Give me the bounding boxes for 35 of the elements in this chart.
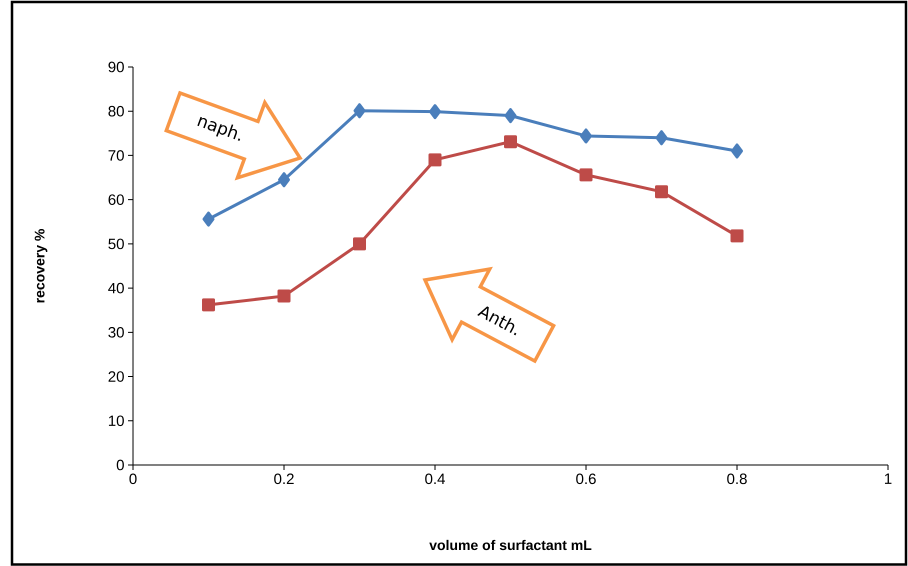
point: [202, 212, 215, 227]
point: [580, 128, 592, 144]
point: [353, 237, 366, 250]
y-tick-label: 30: [108, 327, 124, 338]
point: [504, 135, 518, 148]
y-tick-label: 90: [108, 62, 124, 72]
point: [278, 172, 290, 188]
point: [580, 168, 593, 182]
point: [504, 108, 517, 124]
y-tick-label: 20: [108, 371, 124, 382]
point: [202, 298, 216, 312]
y-axis-title: recovery %: [34, 229, 48, 302]
y-tick-label: 70: [108, 150, 124, 161]
y-tick-label: 0: [116, 460, 124, 470]
x-tick-label: 0: [129, 474, 137, 484]
point: [730, 229, 744, 242]
point: [429, 104, 442, 120]
point: [731, 144, 744, 159]
y-tick-label: 80: [108, 106, 124, 117]
x-tick-label: 0.2: [274, 474, 294, 484]
annotation: naph.: [197, 116, 240, 141]
y-tick-label: 10: [108, 415, 124, 426]
x-tick-label: 0.4: [425, 474, 445, 484]
x-axis-title: volume of surfactant mL: [429, 540, 592, 550]
point: [655, 185, 668, 198]
x-tick-label: 0.6: [576, 474, 596, 484]
point: [428, 153, 442, 166]
y-tick-label: 60: [108, 194, 124, 205]
y-tick-label: 50: [108, 238, 124, 250]
x-tick-label: 1: [884, 474, 892, 484]
x-tick-label: 0.8: [727, 474, 747, 484]
y-tick-label: 40: [108, 282, 124, 294]
point: [278, 290, 291, 303]
point: [656, 130, 668, 146]
point: [354, 103, 366, 118]
